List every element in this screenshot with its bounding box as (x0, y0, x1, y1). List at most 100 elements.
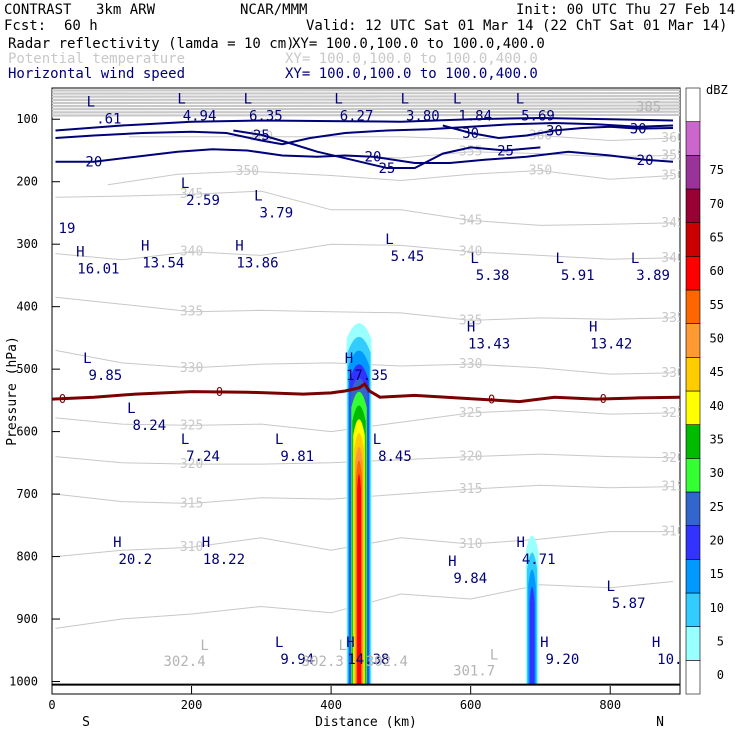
theta-extrema-value: 301.7 (453, 663, 495, 679)
extrema-value: 17.35 (346, 368, 388, 384)
extrema-type: L (181, 176, 189, 192)
field-reflectivity-xy: XY= 100.0,100.0 to 100.0,400.0 (292, 36, 545, 52)
theta-contour-dense (52, 88, 680, 92)
y-tick-label: 700 (16, 487, 38, 501)
colorbar-label: 50 (710, 332, 724, 346)
y-tick-label: 500 (16, 362, 38, 376)
theta-contour-dense (52, 104, 680, 108)
x-tick-label: 600 (460, 698, 482, 712)
reflectivity-cell (346, 323, 372, 685)
theta-contour-label: 320 (459, 450, 482, 465)
wind-contour-label: 25 (379, 161, 396, 177)
colorbar-label: 20 (710, 534, 724, 548)
extrema-type: H (141, 238, 149, 254)
y-tick-label: 900 (16, 612, 38, 626)
colorbar-box (685, 626, 701, 661)
reflectivity-cell (525, 535, 539, 685)
colorbar-box (685, 188, 701, 223)
theta-contour-label: 350 (661, 168, 684, 183)
extrema-type: L (470, 251, 478, 267)
header-fcst-label: Fcst: (4, 18, 47, 34)
extrema-value: 13.54 (142, 255, 184, 271)
colorbar-label: 55 (710, 298, 724, 312)
freezing-level-label: 0 (59, 392, 66, 406)
header-fcst-value: 60 h (64, 18, 98, 34)
colorbar-label: 15 (710, 567, 724, 581)
wind-contour (55, 121, 674, 146)
theta-extrema-value: 302.4 (366, 654, 408, 670)
theta-contour-label: 340 (661, 251, 684, 266)
extrema-type: L (516, 92, 524, 108)
y-tick-label: 100 (16, 112, 38, 126)
theta-contour-label: 315 (459, 482, 482, 497)
wind-contour-label: 20 (365, 150, 382, 166)
theta-extrema-type: L (200, 638, 208, 654)
colorbar-label: 40 (710, 399, 724, 413)
extrema-value: 9.94 (280, 652, 314, 668)
theta-extrema-value: 385 (636, 100, 661, 116)
theta-contour-label: 350 (529, 163, 552, 178)
theta-contour-dense (52, 113, 680, 117)
colorbar-box (685, 458, 701, 493)
theta-contour-label: 325 (661, 406, 684, 421)
header-model: 3km ARW (96, 2, 156, 18)
wind-contour (233, 129, 541, 169)
colorbar-label: 0 (717, 668, 724, 682)
colorbar-label: 5 (717, 635, 724, 649)
colorbar-box (685, 323, 701, 358)
extrema-value: 2.59 (186, 193, 220, 209)
theta-contour-label: 315 (661, 480, 684, 495)
colorbar-box (685, 390, 701, 425)
theta-contour (128, 134, 674, 142)
extrema-value: 6.35 (249, 109, 283, 125)
theta-extrema-value: 302.4 (163, 654, 205, 670)
colorbar-label: 60 (710, 264, 724, 278)
extrema-value: 1.84 (458, 109, 492, 125)
field-theta-xy: XY= 100.0,100.0 to 100.0,400.0 (285, 51, 538, 67)
theta-extrema-type: L (339, 638, 347, 654)
extrema-value: 19 (59, 221, 76, 237)
extrema-type: H (589, 320, 597, 336)
extrema-value: 14.38 (347, 652, 389, 668)
extrema-value: 13.86 (236, 255, 278, 271)
theta-contour (107, 169, 674, 186)
extrema-value: 20.2 (119, 552, 153, 568)
extrema-type: L (87, 95, 95, 111)
extrema-type: L (631, 251, 639, 267)
theta-contour-label: 325 (180, 418, 203, 433)
extrema-value: 4.71 (522, 552, 556, 568)
extrema-type: H (652, 635, 660, 651)
colorbar-box (685, 289, 701, 324)
theta-contour-label: 315 (180, 496, 203, 511)
extrema-value: 3.80 (406, 109, 440, 125)
colorbar-label: 75 (710, 163, 724, 177)
extrema-type: L (606, 579, 614, 595)
colorbar-box (685, 357, 701, 392)
theta-contour-label: 330 (180, 361, 203, 376)
y-tick-label: 800 (16, 550, 38, 564)
theta-contour (55, 190, 674, 226)
y-axis-label: Pressure (hPa) (5, 336, 20, 446)
extrema-type: L (244, 92, 252, 108)
theta-contour-label: 325 (459, 406, 482, 421)
theta-contour-label: 310 (180, 540, 203, 555)
extrema-value: 6.27 (340, 109, 374, 125)
extrema-value: 8.24 (132, 418, 166, 434)
extrema-type: L (453, 92, 461, 108)
extrema-type: L (45, 204, 53, 220)
extrema-type: H (235, 238, 243, 254)
theta-contour-label: 345 (661, 216, 684, 231)
wind-contour-label: 25 (497, 143, 514, 159)
y-tick-label: 1000 (9, 675, 38, 689)
y-tick-label: 200 (16, 175, 38, 189)
colorbar-box (685, 559, 701, 594)
extrema-type: L (181, 432, 189, 448)
y-tick-label: 300 (16, 237, 38, 251)
extrema-value: 10.3 (657, 652, 691, 668)
colorbar-unit: dBZ (706, 83, 728, 97)
theta-contour-dense (52, 98, 680, 101)
extrema-type: H (448, 554, 456, 570)
theta-contour-dense (52, 95, 680, 98)
theta-contour-label: 320 (180, 457, 203, 472)
